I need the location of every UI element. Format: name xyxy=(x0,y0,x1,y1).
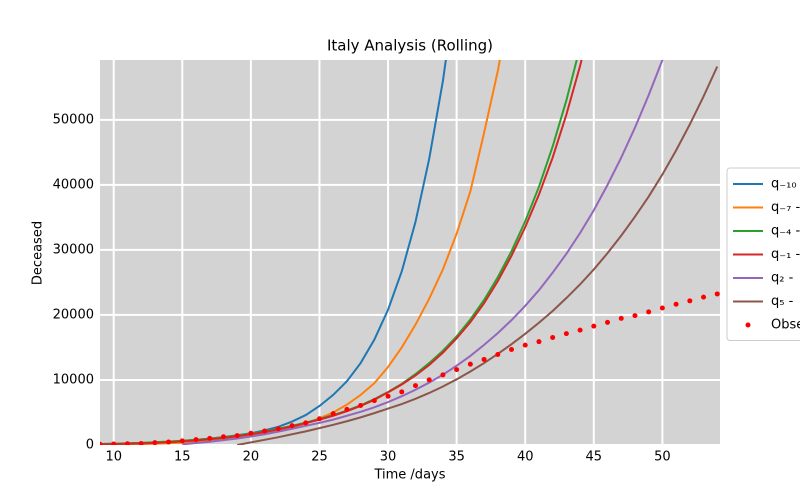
plot-background xyxy=(100,60,720,445)
data-point xyxy=(248,430,254,436)
data-point xyxy=(166,439,172,445)
data-point xyxy=(262,428,268,434)
y-tick-label: 30000 xyxy=(53,242,94,257)
legend-swatch xyxy=(745,322,751,328)
data-point xyxy=(330,411,336,417)
data-point xyxy=(714,291,720,297)
legend-box xyxy=(726,167,800,341)
x-tick-label: 35 xyxy=(448,450,465,465)
data-point xyxy=(289,423,295,429)
data-point xyxy=(605,319,611,325)
data-point xyxy=(509,347,515,353)
legend: q₋₁₀ q₋₇ - q₋₄ - q₋₁ - q₂ - q₅ - Obse xyxy=(726,167,800,341)
grid xyxy=(100,60,720,446)
data-point xyxy=(536,339,542,345)
x-tick-label: 45 xyxy=(586,450,603,465)
y-tick-label: 0 xyxy=(86,438,94,453)
series-line xyxy=(182,60,664,445)
data-point xyxy=(179,438,185,444)
data-point xyxy=(152,440,158,445)
data-point xyxy=(426,377,432,383)
x-tick-label: 50 xyxy=(654,450,671,465)
data-point xyxy=(673,301,679,307)
data-point xyxy=(111,441,117,445)
data-point xyxy=(659,305,665,311)
data-point xyxy=(618,315,624,321)
data-point xyxy=(193,437,199,443)
data-point xyxy=(358,402,364,408)
data-point xyxy=(275,426,281,432)
data-point xyxy=(303,420,309,426)
x-tick-label: 25 xyxy=(311,450,328,465)
data-point xyxy=(591,323,597,329)
y-tick-label: 10000 xyxy=(53,372,94,387)
series-line xyxy=(236,66,719,445)
data-point xyxy=(371,398,377,404)
data-point xyxy=(687,298,693,304)
data-point xyxy=(563,331,569,337)
legend-label: q₋₇ - xyxy=(771,200,800,215)
x-tick-label: 40 xyxy=(517,450,534,465)
x-tick-label: 15 xyxy=(174,450,191,465)
data-point xyxy=(412,383,418,389)
data-point xyxy=(220,434,226,440)
data-point xyxy=(234,433,240,439)
x-tick-label: 20 xyxy=(243,450,260,465)
legend-label: q₂ - xyxy=(771,271,794,286)
data-point xyxy=(316,416,322,422)
data-point xyxy=(701,294,707,300)
chart-title: Italy Analysis (Rolling) xyxy=(327,37,493,55)
data-point xyxy=(440,372,446,378)
data-point xyxy=(454,367,460,373)
legend-label: q₋₁₀ xyxy=(771,177,797,192)
x-tick-label: 30 xyxy=(380,450,397,465)
y-tick-label: 40000 xyxy=(53,177,94,192)
data-point xyxy=(467,361,473,367)
data-point xyxy=(646,309,652,315)
data-point xyxy=(577,327,583,333)
data-point xyxy=(124,441,130,445)
data-point xyxy=(632,313,638,319)
data-point xyxy=(100,441,103,445)
data-point xyxy=(385,393,391,399)
data-point xyxy=(481,356,487,362)
data-point xyxy=(522,342,528,348)
data-point xyxy=(550,335,556,341)
data-point xyxy=(495,352,501,358)
data-point xyxy=(207,435,213,441)
data-point xyxy=(138,440,144,445)
legend-label: q₋₄ - xyxy=(771,224,800,239)
y-axis-label: Deceased xyxy=(31,221,46,285)
data-point xyxy=(344,406,350,412)
legend-label: q₋₁ - xyxy=(771,247,800,262)
plot-area xyxy=(100,60,720,445)
x-tick-label: 10 xyxy=(105,450,122,465)
y-tick-label: 20000 xyxy=(53,307,94,322)
x-axis-label: Time /days xyxy=(373,468,445,483)
legend-label: q₅ - xyxy=(771,294,794,309)
y-tick-label: 50000 xyxy=(53,112,94,127)
data-point xyxy=(399,389,405,395)
legend-label: Obse xyxy=(771,318,800,333)
